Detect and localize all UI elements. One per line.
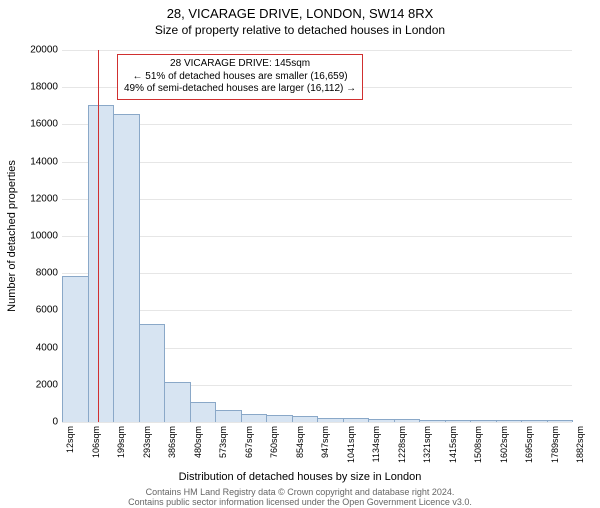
histogram-bar bbox=[62, 276, 89, 422]
histogram-bar bbox=[394, 419, 421, 422]
histogram-bar bbox=[190, 402, 217, 422]
property-marker-line bbox=[98, 50, 99, 422]
y-tick-label: 4000 bbox=[8, 342, 58, 353]
x-tick-label: 760sqm bbox=[269, 426, 279, 458]
x-tick-label: 854sqm bbox=[295, 426, 305, 458]
x-tick-label: 1789sqm bbox=[550, 426, 560, 463]
x-tick-label: 1134sqm bbox=[371, 426, 381, 462]
x-tick-label: 106sqm bbox=[91, 426, 101, 458]
histogram-bar bbox=[496, 420, 523, 422]
chart-subtitle: Size of property relative to detached ho… bbox=[0, 23, 600, 37]
histogram-bar bbox=[547, 420, 574, 422]
x-tick-label: 1415sqm bbox=[448, 426, 458, 463]
x-tick-label: 480sqm bbox=[193, 426, 203, 458]
annotation-line-1: 28 VICARAGE DRIVE: 145sqm bbox=[124, 58, 356, 71]
y-tick-label: 20000 bbox=[8, 45, 58, 56]
y-tick-label: 14000 bbox=[8, 156, 58, 167]
annotation-line-2: ← 51% of detached houses are smaller (16… bbox=[124, 71, 356, 84]
histogram-bar bbox=[419, 420, 446, 422]
y-tick-label: 0 bbox=[8, 417, 58, 428]
y-tick-label: 12000 bbox=[8, 193, 58, 204]
y-tick-label: 16000 bbox=[8, 119, 58, 130]
y-tick-label: 18000 bbox=[8, 82, 58, 93]
histogram-bar bbox=[139, 324, 166, 422]
y-tick-label: 6000 bbox=[8, 305, 58, 316]
histogram-bar bbox=[215, 410, 242, 422]
x-tick-label: 12sqm bbox=[65, 426, 75, 453]
histogram-bar bbox=[521, 420, 548, 422]
chart-title: 28, VICARAGE DRIVE, LONDON, SW14 8RX bbox=[0, 6, 600, 21]
annotation-line-3: 49% of semi-detached houses are larger (… bbox=[124, 83, 356, 96]
x-tick-label: 386sqm bbox=[167, 426, 177, 458]
histogram-bar bbox=[164, 382, 191, 422]
x-tick-label: 1228sqm bbox=[397, 426, 407, 463]
x-tick-label: 573sqm bbox=[218, 426, 228, 458]
histogram-bar bbox=[368, 419, 395, 422]
gridline bbox=[62, 422, 572, 423]
property-annotation: 28 VICARAGE DRIVE: 145sqm← 51% of detach… bbox=[117, 54, 363, 100]
x-tick-label: 1321sqm bbox=[422, 426, 432, 463]
x-tick-label: 1041sqm bbox=[346, 426, 356, 463]
histogram-bar bbox=[241, 414, 268, 422]
gridline bbox=[62, 50, 572, 51]
y-tick-label: 10000 bbox=[8, 231, 58, 242]
histogram-bar bbox=[343, 418, 370, 422]
histogram-bar bbox=[266, 415, 293, 422]
attribution-text: Contains HM Land Registry data © Crown c… bbox=[0, 488, 600, 508]
x-axis-label: Distribution of detached houses by size … bbox=[0, 471, 600, 483]
x-tick-label: 1508sqm bbox=[473, 426, 483, 463]
histogram-bar bbox=[88, 105, 115, 422]
x-tick-label: 947sqm bbox=[320, 426, 330, 458]
histogram-bar bbox=[317, 418, 344, 422]
x-tick-label: 293sqm bbox=[142, 426, 152, 458]
y-tick-label: 8000 bbox=[8, 268, 58, 279]
plot-area: 28 VICARAGE DRIVE: 145sqm← 51% of detach… bbox=[62, 50, 572, 422]
x-tick-label: 667sqm bbox=[244, 426, 254, 458]
x-tick-label: 1695sqm bbox=[524, 426, 534, 463]
x-tick-label: 1882sqm bbox=[575, 426, 585, 463]
y-tick-label: 2000 bbox=[8, 379, 58, 390]
x-tick-label: 1602sqm bbox=[499, 426, 509, 463]
x-tick-label: 199sqm bbox=[116, 426, 126, 458]
histogram-bar bbox=[292, 416, 319, 422]
histogram-bar bbox=[113, 114, 140, 422]
histogram-bar bbox=[445, 420, 472, 422]
histogram-bar bbox=[470, 420, 497, 422]
